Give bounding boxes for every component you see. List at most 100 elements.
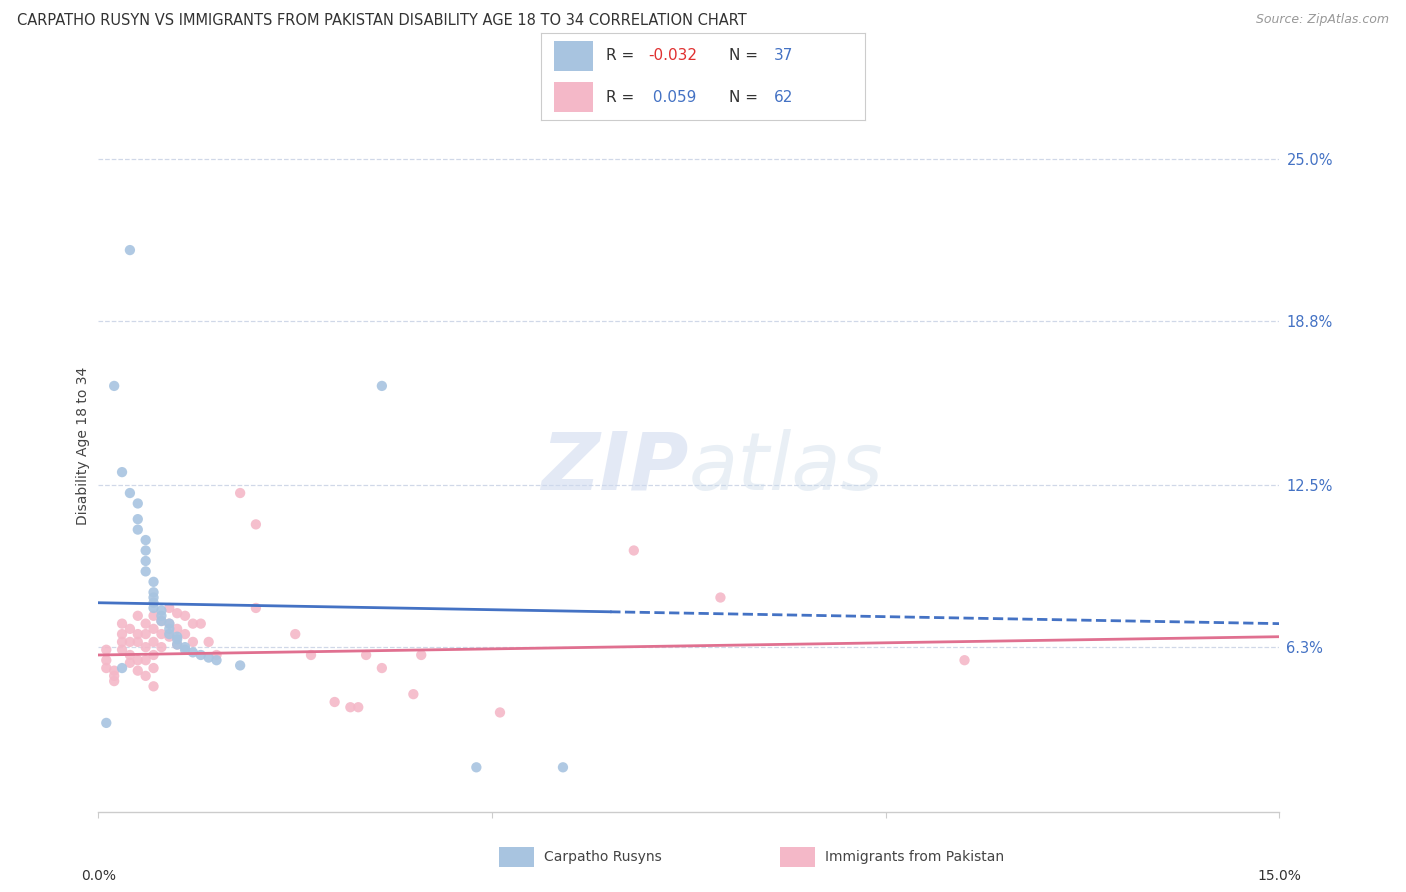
Point — [111, 627, 134, 641]
Point — [118, 656, 141, 670]
Point — [127, 608, 149, 623]
Text: 15.0%: 15.0% — [1257, 869, 1302, 883]
Point — [135, 533, 157, 547]
Point — [551, 760, 574, 774]
Point — [181, 616, 204, 631]
Point — [96, 715, 118, 730]
Point — [347, 700, 370, 714]
Point — [127, 627, 149, 641]
Point — [229, 658, 252, 673]
Point — [190, 648, 212, 662]
Point — [135, 554, 157, 568]
Point — [245, 601, 267, 615]
Text: 0.059: 0.059 — [648, 90, 696, 105]
Point — [111, 465, 134, 479]
Text: 62: 62 — [775, 90, 793, 105]
Point — [127, 664, 149, 678]
Point — [118, 243, 141, 257]
Point — [150, 608, 173, 623]
Text: ZIP: ZIP — [541, 429, 689, 507]
Point — [135, 627, 157, 641]
Point — [135, 669, 157, 683]
Point — [157, 627, 180, 641]
Point — [111, 642, 134, 657]
Point — [103, 664, 125, 678]
Point — [166, 630, 188, 644]
Point — [284, 627, 307, 641]
Point — [205, 653, 228, 667]
Point — [166, 632, 188, 647]
Point — [354, 648, 377, 662]
Point — [150, 640, 173, 655]
Point — [111, 635, 134, 649]
Point — [142, 574, 165, 589]
Point — [127, 523, 149, 537]
Point — [150, 614, 173, 628]
Point — [127, 496, 149, 510]
Point — [157, 622, 180, 636]
Point — [142, 596, 165, 610]
Point — [411, 648, 433, 662]
Point — [142, 635, 165, 649]
Point — [135, 640, 157, 655]
Point — [166, 638, 188, 652]
Point — [197, 650, 219, 665]
Point — [135, 653, 157, 667]
Point — [127, 653, 149, 667]
Text: Carpatho Rusyns: Carpatho Rusyns — [544, 850, 662, 864]
Point — [142, 585, 165, 599]
Point — [299, 648, 322, 662]
Point — [402, 687, 425, 701]
Point — [157, 616, 180, 631]
FancyBboxPatch shape — [554, 41, 593, 70]
Y-axis label: Disability Age 18 to 34: Disability Age 18 to 34 — [76, 367, 90, 525]
Point — [142, 622, 165, 636]
Point — [953, 653, 976, 667]
Point — [174, 608, 197, 623]
Point — [174, 627, 197, 641]
Point — [181, 635, 204, 649]
Point — [103, 379, 125, 393]
Point — [142, 601, 165, 615]
Text: CARPATHO RUSYN VS IMMIGRANTS FROM PAKISTAN DISABILITY AGE 18 TO 34 CORRELATION C: CARPATHO RUSYN VS IMMIGRANTS FROM PAKIST… — [17, 13, 747, 29]
Point — [96, 661, 118, 675]
Point — [142, 608, 165, 623]
Text: R =: R = — [606, 90, 640, 105]
Point — [103, 669, 125, 683]
FancyBboxPatch shape — [554, 82, 593, 112]
Text: Source: ZipAtlas.com: Source: ZipAtlas.com — [1256, 13, 1389, 27]
Point — [142, 679, 165, 693]
Point — [96, 653, 118, 667]
Point — [371, 379, 394, 393]
Point — [127, 635, 149, 649]
Point — [111, 616, 134, 631]
Point — [150, 627, 173, 641]
Point — [245, 517, 267, 532]
Text: 37: 37 — [775, 48, 793, 63]
Text: atlas: atlas — [689, 429, 884, 507]
Point — [166, 622, 188, 636]
Point — [103, 674, 125, 689]
Point — [142, 591, 165, 605]
Point — [205, 648, 228, 662]
Point — [371, 661, 394, 675]
Point — [135, 543, 157, 558]
Point — [197, 635, 219, 649]
Point — [174, 642, 197, 657]
Point — [150, 604, 173, 618]
Point — [166, 638, 188, 652]
Point — [96, 642, 118, 657]
Point — [135, 565, 157, 579]
Point — [135, 616, 157, 631]
Point — [166, 606, 188, 620]
Point — [229, 486, 252, 500]
Text: Immigrants from Pakistan: Immigrants from Pakistan — [825, 850, 1004, 864]
Point — [142, 648, 165, 662]
Text: R =: R = — [606, 48, 640, 63]
Point — [489, 706, 512, 720]
Point — [709, 591, 731, 605]
Point — [127, 512, 149, 526]
Point — [339, 700, 361, 714]
Point — [465, 760, 488, 774]
Point — [157, 601, 180, 615]
